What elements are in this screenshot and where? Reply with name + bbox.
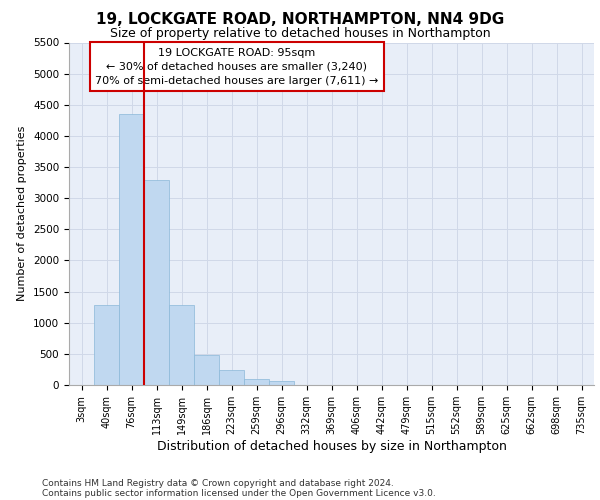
Bar bbox=[144, 180, 169, 385]
Text: 19 LOCKGATE ROAD: 95sqm
← 30% of detached houses are smaller (3,240)
70% of semi: 19 LOCKGATE ROAD: 95sqm ← 30% of detache… bbox=[95, 48, 379, 86]
Text: Size of property relative to detached houses in Northampton: Size of property relative to detached ho… bbox=[110, 28, 490, 40]
Bar bbox=[169, 304, 194, 385]
Bar bbox=[269, 382, 294, 385]
Bar bbox=[244, 379, 269, 385]
Bar bbox=[94, 306, 119, 385]
X-axis label: Distribution of detached houses by size in Northampton: Distribution of detached houses by size … bbox=[157, 440, 506, 453]
Text: 19, LOCKGATE ROAD, NORTHAMPTON, NN4 9DG: 19, LOCKGATE ROAD, NORTHAMPTON, NN4 9DG bbox=[96, 12, 504, 28]
Text: Contains public sector information licensed under the Open Government Licence v3: Contains public sector information licen… bbox=[42, 488, 436, 498]
Bar bbox=[119, 114, 144, 385]
Bar bbox=[219, 370, 244, 385]
Text: Contains HM Land Registry data © Crown copyright and database right 2024.: Contains HM Land Registry data © Crown c… bbox=[42, 478, 394, 488]
Y-axis label: Number of detached properties: Number of detached properties bbox=[17, 126, 28, 302]
Bar bbox=[194, 355, 219, 385]
